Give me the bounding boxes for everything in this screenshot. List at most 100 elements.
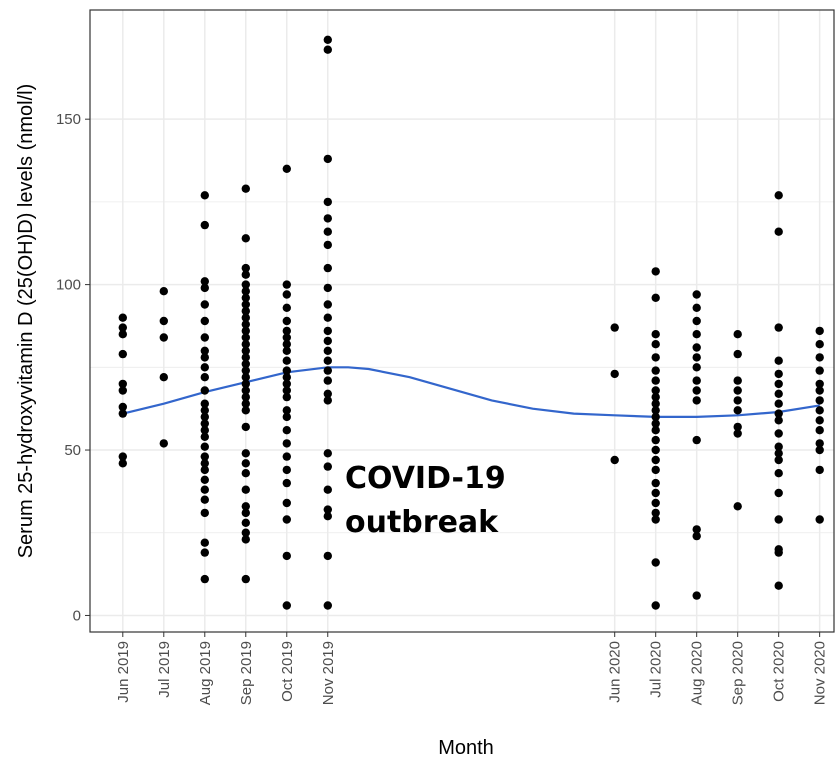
data-point xyxy=(610,369,619,379)
data-point xyxy=(692,396,701,405)
data-point xyxy=(651,478,660,488)
data-point xyxy=(241,270,250,279)
data-point xyxy=(241,449,250,458)
data-point xyxy=(241,399,250,408)
data-point xyxy=(733,376,742,385)
data-point xyxy=(241,234,250,243)
data-point xyxy=(692,525,701,534)
x-tick-label: Aug 2019 xyxy=(197,641,214,705)
data-point xyxy=(241,313,250,322)
data-point xyxy=(241,469,250,478)
data-point xyxy=(774,442,783,451)
data-point xyxy=(692,531,701,541)
data-point xyxy=(323,485,332,494)
data-point xyxy=(815,445,824,455)
data-point xyxy=(159,287,168,296)
data-point xyxy=(159,333,168,342)
data-point xyxy=(282,373,291,382)
data-point xyxy=(733,330,742,339)
data-point xyxy=(651,435,660,445)
data-point xyxy=(651,392,660,402)
data-point xyxy=(323,214,332,223)
data-point xyxy=(282,290,291,299)
data-point xyxy=(323,35,332,44)
data-point xyxy=(651,386,660,395)
data-point xyxy=(323,240,332,250)
x-tick-label: Jun 2019 xyxy=(115,641,132,703)
data-point xyxy=(692,363,701,372)
data-point xyxy=(651,353,660,362)
x-tick-label: Aug 2020 xyxy=(689,641,706,705)
data-point xyxy=(118,459,128,468)
data-point xyxy=(323,389,332,398)
data-point xyxy=(282,280,291,289)
data-point xyxy=(692,386,701,395)
data-point xyxy=(692,316,701,326)
data-point xyxy=(282,439,291,448)
data-point xyxy=(815,386,824,395)
data-point xyxy=(118,409,128,418)
data-point xyxy=(733,429,742,438)
data-point xyxy=(200,495,209,504)
data-point xyxy=(241,306,250,316)
data-point xyxy=(774,429,783,438)
data-point xyxy=(200,300,209,309)
data-point xyxy=(815,406,824,415)
data-point xyxy=(241,300,250,309)
data-point xyxy=(282,326,291,336)
data-point xyxy=(282,164,291,173)
data-point xyxy=(200,373,209,382)
data-point xyxy=(118,313,128,322)
data-point xyxy=(692,303,701,312)
data-point xyxy=(733,502,742,511)
data-point xyxy=(200,333,209,342)
data-point xyxy=(774,369,783,379)
data-point xyxy=(692,330,701,339)
data-point xyxy=(241,518,250,527)
data-point xyxy=(651,399,660,408)
data-point xyxy=(200,485,209,494)
data-point xyxy=(733,396,742,405)
data-point xyxy=(323,512,332,521)
data-point xyxy=(774,356,783,365)
data-point xyxy=(118,323,128,332)
data-point xyxy=(815,465,824,475)
data-point xyxy=(118,452,128,461)
data-point xyxy=(159,439,168,448)
data-point xyxy=(282,498,291,508)
data-point xyxy=(282,346,291,355)
data-point xyxy=(200,442,209,451)
data-point xyxy=(282,303,291,312)
data-point xyxy=(651,465,660,475)
data-point xyxy=(282,465,291,475)
data-point xyxy=(651,498,660,508)
data-point xyxy=(815,366,824,375)
data-point xyxy=(323,396,332,405)
data-point xyxy=(200,452,209,461)
annotation: COVID-19 outbreak xyxy=(345,461,506,540)
data-point xyxy=(241,293,250,302)
data-point xyxy=(159,373,168,382)
data-point xyxy=(774,409,783,418)
x-tick-label: Sep 2019 xyxy=(238,641,255,705)
y-axis-ticks: 0 50 100 150 xyxy=(56,111,90,624)
data-point xyxy=(323,154,332,164)
data-point xyxy=(200,412,209,422)
data-point xyxy=(282,379,291,389)
data-point xyxy=(282,316,291,326)
data-point xyxy=(774,449,783,458)
x-tick-label: Jun 2020 xyxy=(607,641,624,703)
data-point xyxy=(651,376,660,385)
data-point xyxy=(692,376,701,385)
data-point xyxy=(200,386,209,395)
data-point xyxy=(774,548,783,557)
data-point xyxy=(200,419,209,428)
x-tick-label: Jul 2020 xyxy=(648,641,665,698)
data-point xyxy=(241,346,250,355)
data-point xyxy=(282,392,291,402)
data-point xyxy=(241,508,250,518)
data-point xyxy=(610,455,619,465)
data-point xyxy=(692,353,701,362)
data-point xyxy=(200,465,209,475)
data-point xyxy=(241,287,250,296)
